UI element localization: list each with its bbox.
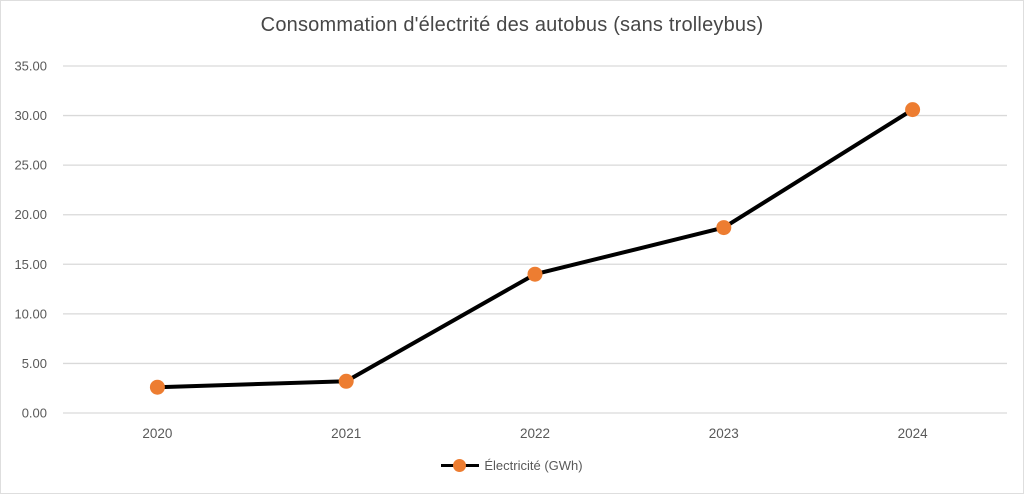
data-point-2021 — [338, 373, 354, 389]
data-point-2024 — [905, 102, 921, 118]
y-tick-label: 15.00 — [14, 257, 47, 272]
y-tick-label: 20.00 — [14, 207, 47, 222]
x-tick-label: 2022 — [520, 426, 550, 441]
x-axis-labels: 2020 2021 2022 2023 2024 — [142, 426, 928, 441]
y-tick-label: 5.00 — [22, 356, 47, 371]
data-point-2023 — [716, 220, 732, 236]
y-axis-labels: 0.00 5.00 10.00 15.00 20.00 25.00 30.00 35.00 — [14, 59, 47, 421]
y-tick-label: 35.00 — [14, 59, 47, 74]
chart-title: Consommation d'électrité des autobus (sa… — [260, 14, 764, 36]
legend: Électricité (GWh) — [1, 458, 1023, 473]
x-tick-label: 2020 — [142, 426, 172, 441]
x-tick-label: 2024 — [898, 426, 929, 441]
series-line — [155, 107, 915, 390]
y-tick-label: 30.00 — [14, 108, 47, 123]
y-tick-label: 25.00 — [14, 158, 47, 173]
data-point-2022 — [527, 266, 543, 282]
gridlines — [63, 65, 1007, 414]
legend-line-marker-icon — [441, 459, 480, 473]
legend-label: Électricité (GWh) — [484, 458, 583, 473]
y-tick-label: 0.00 — [22, 406, 47, 421]
x-tick-label: 2021 — [331, 426, 361, 441]
legend-dot-swatch — [453, 459, 467, 472]
x-tick-label: 2023 — [709, 426, 739, 441]
data-point-2020 — [149, 379, 165, 395]
y-tick-label: 10.00 — [14, 306, 47, 321]
series-electricite — [149, 102, 921, 395]
